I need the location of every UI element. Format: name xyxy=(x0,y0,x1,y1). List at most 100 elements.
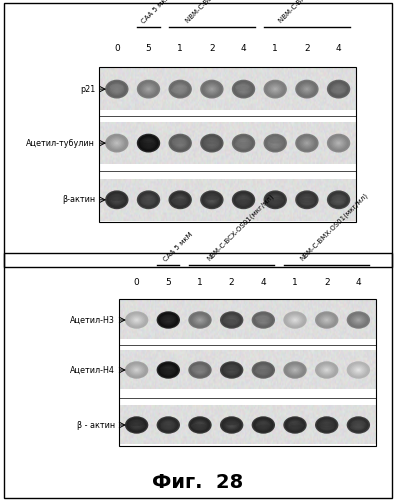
Ellipse shape xyxy=(320,364,334,376)
Ellipse shape xyxy=(227,366,236,374)
Ellipse shape xyxy=(205,194,219,200)
Ellipse shape xyxy=(233,81,254,98)
Ellipse shape xyxy=(110,194,124,205)
Ellipse shape xyxy=(220,416,244,434)
Ellipse shape xyxy=(230,369,233,371)
Ellipse shape xyxy=(135,319,138,321)
Ellipse shape xyxy=(143,195,154,204)
Ellipse shape xyxy=(261,368,266,372)
Ellipse shape xyxy=(126,362,147,378)
Ellipse shape xyxy=(196,316,204,324)
Ellipse shape xyxy=(305,142,308,144)
Ellipse shape xyxy=(295,134,319,152)
Ellipse shape xyxy=(268,138,282,143)
Ellipse shape xyxy=(357,369,360,371)
Ellipse shape xyxy=(262,369,265,371)
Ellipse shape xyxy=(224,316,238,322)
Ellipse shape xyxy=(137,80,160,98)
Ellipse shape xyxy=(324,423,329,427)
Ellipse shape xyxy=(179,198,182,201)
Text: Ацетил-Н3: Ацетил-Н3 xyxy=(70,316,115,324)
Ellipse shape xyxy=(203,136,221,150)
Ellipse shape xyxy=(197,423,203,427)
Ellipse shape xyxy=(159,316,173,321)
Ellipse shape xyxy=(168,80,192,98)
Ellipse shape xyxy=(233,192,254,208)
Text: 0: 0 xyxy=(134,278,139,287)
Ellipse shape xyxy=(304,140,310,145)
Ellipse shape xyxy=(293,369,297,371)
Ellipse shape xyxy=(188,362,212,378)
Text: 2: 2 xyxy=(209,44,215,53)
Text: 1: 1 xyxy=(292,278,298,287)
Ellipse shape xyxy=(304,86,310,92)
Ellipse shape xyxy=(171,140,185,146)
Ellipse shape xyxy=(256,422,270,428)
Ellipse shape xyxy=(333,138,345,148)
Ellipse shape xyxy=(221,312,242,328)
Ellipse shape xyxy=(320,420,334,430)
Ellipse shape xyxy=(160,418,177,432)
Ellipse shape xyxy=(327,80,350,98)
Ellipse shape xyxy=(257,420,269,430)
Ellipse shape xyxy=(111,138,123,148)
Ellipse shape xyxy=(202,192,222,208)
Ellipse shape xyxy=(286,418,304,432)
Ellipse shape xyxy=(206,195,218,204)
Ellipse shape xyxy=(234,142,248,148)
Ellipse shape xyxy=(322,422,331,428)
Ellipse shape xyxy=(232,80,255,98)
Ellipse shape xyxy=(132,316,141,324)
Ellipse shape xyxy=(272,86,278,92)
Ellipse shape xyxy=(269,195,281,204)
Text: 4: 4 xyxy=(261,278,266,287)
Ellipse shape xyxy=(301,84,313,94)
Ellipse shape xyxy=(257,317,271,322)
Ellipse shape xyxy=(238,195,249,204)
Ellipse shape xyxy=(242,142,245,144)
Ellipse shape xyxy=(147,88,150,90)
Ellipse shape xyxy=(177,198,183,202)
Ellipse shape xyxy=(251,416,275,434)
Ellipse shape xyxy=(263,80,287,98)
Ellipse shape xyxy=(112,196,121,203)
Ellipse shape xyxy=(350,418,367,432)
Ellipse shape xyxy=(236,137,251,149)
Ellipse shape xyxy=(112,140,121,146)
Ellipse shape xyxy=(174,195,186,204)
Ellipse shape xyxy=(334,196,343,203)
Ellipse shape xyxy=(194,420,206,430)
Ellipse shape xyxy=(265,135,286,152)
Ellipse shape xyxy=(226,366,238,374)
Text: NBM-C-BMX-OS01(мкг/мл): NBM-C-BMX-OS01(мкг/мл) xyxy=(299,192,369,262)
Ellipse shape xyxy=(198,424,202,426)
Ellipse shape xyxy=(192,425,207,430)
Ellipse shape xyxy=(325,369,328,371)
Ellipse shape xyxy=(286,364,304,376)
Ellipse shape xyxy=(140,141,154,147)
Ellipse shape xyxy=(233,135,254,152)
Ellipse shape xyxy=(171,82,189,96)
Ellipse shape xyxy=(115,198,118,201)
Ellipse shape xyxy=(263,190,287,209)
Ellipse shape xyxy=(112,86,121,92)
Ellipse shape xyxy=(239,140,248,146)
Ellipse shape xyxy=(143,138,154,148)
Ellipse shape xyxy=(171,138,186,144)
Ellipse shape xyxy=(203,82,221,96)
Ellipse shape xyxy=(235,192,252,207)
Ellipse shape xyxy=(191,368,205,372)
Ellipse shape xyxy=(206,84,218,94)
Ellipse shape xyxy=(257,424,271,430)
Ellipse shape xyxy=(146,86,151,92)
Ellipse shape xyxy=(223,418,240,432)
Ellipse shape xyxy=(268,137,282,149)
Ellipse shape xyxy=(328,135,349,152)
Ellipse shape xyxy=(197,318,203,322)
Ellipse shape xyxy=(177,140,183,145)
Ellipse shape xyxy=(225,366,239,372)
Ellipse shape xyxy=(251,362,275,378)
Ellipse shape xyxy=(147,142,150,144)
Ellipse shape xyxy=(318,364,335,376)
Ellipse shape xyxy=(173,88,187,93)
